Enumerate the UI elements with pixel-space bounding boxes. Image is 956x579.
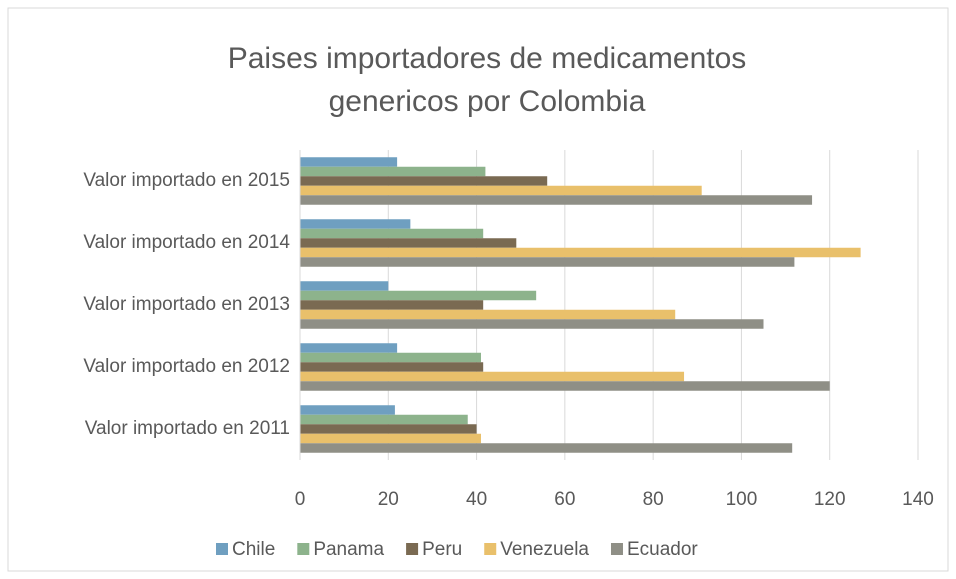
bar [300,257,795,267]
x-tick-label: 0 [295,489,306,510]
chart-title: genericos por Colombia [329,85,646,118]
bar [300,195,813,205]
bar [300,300,484,310]
x-tick-label: 140 [902,489,934,510]
bar [300,228,484,239]
legend-label: Ecuador [627,539,698,560]
legend-label: Venezuela [500,539,589,560]
bar [300,362,484,372]
bar [300,381,830,391]
bar [300,157,398,167]
bar [300,405,395,415]
bar [300,238,517,248]
bar [300,424,477,434]
bar [300,433,481,444]
legend-label: Panama [313,539,384,560]
x-tick-label: 60 [554,489,575,510]
legend-swatch [297,543,310,555]
bar [300,319,764,329]
legend-label: Chile [232,539,275,560]
legend-swatch [484,543,497,555]
bar [300,352,481,363]
y-tick-label: Valor importado en 2013 [83,294,290,315]
bar [300,176,548,186]
bar [300,166,486,177]
bar [300,309,676,320]
legend-swatch [610,543,623,555]
bar [300,281,389,291]
legend-swatch [406,543,419,555]
x-tick-label: 120 [814,489,846,510]
bar [300,414,468,425]
bar [300,443,793,453]
y-tick-label: Valor importado en 2015 [83,170,290,191]
bar [300,371,685,382]
y-tick-label: Valor importado en 2012 [83,356,290,377]
y-tick-label: Valor importado en 2014 [83,232,290,253]
bar [300,290,537,301]
bar [300,219,411,229]
x-tick-label: 20 [378,489,399,510]
bar [300,185,702,196]
y-tick-label: Valor importado en 2011 [85,418,290,439]
chart-title: Paises importadores de medicamentos [228,42,747,75]
legend-label: Peru [422,539,462,560]
x-tick-label: 100 [726,489,758,510]
x-tick-label: 40 [466,489,487,510]
x-tick-label: 80 [643,489,664,510]
bar [300,343,398,353]
bar [300,247,861,258]
legend-swatch [216,543,228,555]
chart-border [7,7,949,572]
